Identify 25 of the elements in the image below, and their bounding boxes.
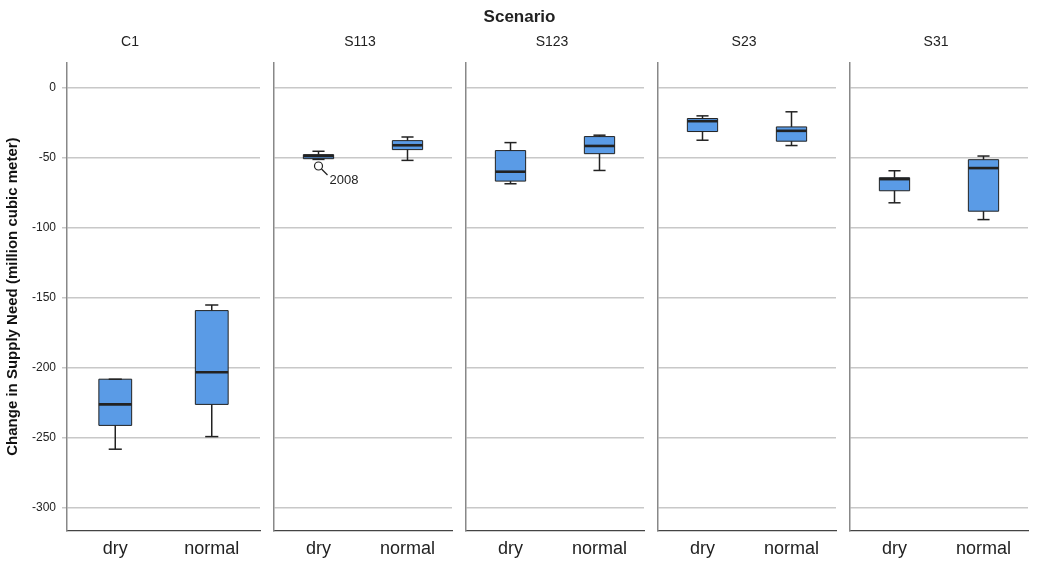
y-tick-label: -150 [31,290,57,305]
x-tick-label: dry [689,538,716,559]
chart-title: S23 [731,33,757,50]
x-tick-label: dry [102,538,128,559]
x-tick-label: normal [763,538,820,559]
x-tick-label: dry [497,538,524,559]
x-tick-label: dry [305,538,332,559]
x-tick-label: normal [379,538,436,559]
annotation: 2008 [329,171,359,187]
x-tick-label: normal [184,538,240,559]
y-tick-label: -250 [31,430,57,445]
y-tick-label: -100 [31,220,57,235]
x-tick-label: normal [571,538,628,559]
x-tick-label: normal [955,538,1012,559]
y-axis-title: Change in Supply Need (million cubic meter) [3,137,21,456]
chart-title: S123 [535,33,569,50]
chart-title: S113 [344,33,377,50]
text: Scenario [483,7,556,27]
x-tick-label: dry [881,538,908,559]
chart-title: S31 [923,33,949,50]
chart-title: C1 [121,33,140,50]
y-tick-label: -50 [38,150,57,165]
y-tick-label: -300 [31,500,57,515]
y-tick-label: -200 [31,360,57,375]
y-tick-label: 0 [49,80,57,95]
